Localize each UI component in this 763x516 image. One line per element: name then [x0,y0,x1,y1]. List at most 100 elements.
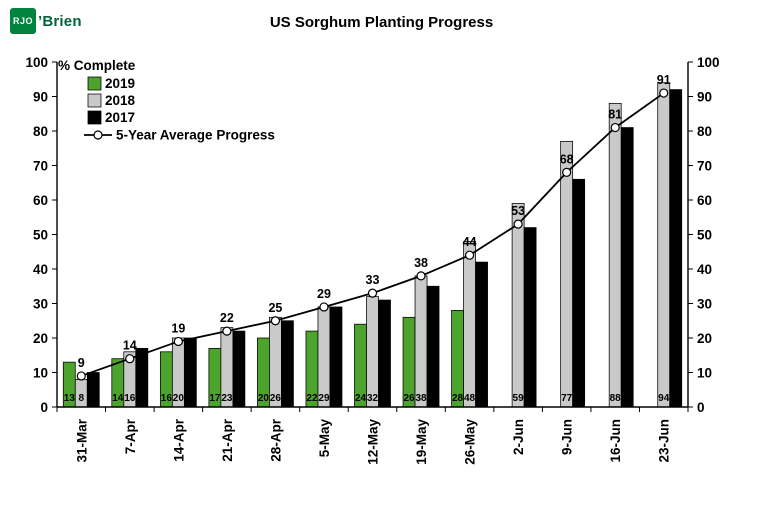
bar-value-label-2019: 26 [403,393,415,404]
avg-value-label: 29 [317,287,331,301]
y-axis-label-left: 0 [40,400,48,415]
legend-label-avg: 5-Year Average Progress [116,128,275,143]
bar-2018-19-May [414,275,428,408]
rjobrien-logo-icon: RJO [10,8,36,34]
bar-2017-28-Apr [281,320,294,408]
y-axis-label-left: 100 [25,55,48,70]
legend-label-2018: 2018 [105,93,136,108]
rjobrien-logo-text: ’Brien [38,12,82,30]
x-axis-label-31-Mar: 31-Mar [74,418,89,462]
x-axis-label-26-May: 26-May [463,419,478,465]
bar-2018-23-Jun [657,82,671,408]
bar-2018-26-May [463,241,476,408]
y-axis-label-left: 30 [33,297,48,312]
bar-2017-19-May [426,285,440,408]
x-axis-label-5-May: 5-May [317,419,332,458]
avg-value-label: 33 [366,273,380,287]
y-axis-label-right: 70 [697,159,712,174]
avg-value-label: 91 [657,73,671,87]
avg-marker-26-May [464,250,475,260]
y-axis-label-left: 90 [33,90,48,105]
y-axis-label-right: 60 [697,193,712,208]
bar-2017-7-Apr [135,347,149,408]
x-axis-label-2-Jun: 2-Jun [511,419,526,455]
x-axis-label-23-Jun: 23-Jun [657,419,672,463]
avg-marker-2-Jun [513,219,523,229]
bar-value-label-2018: 32 [367,393,379,404]
y-axis-label-right: 0 [697,400,705,415]
avg-value-label: 53 [511,204,525,218]
y-axis-label-right: 90 [697,90,712,105]
y-axis-label-left: 80 [33,124,48,139]
chart-title: US Sorghum Planting Progress [269,14,494,31]
bar-value-label-2018: 94 [658,393,670,404]
bar-2018-12-May [366,296,379,408]
bar-value-label-2018: 88 [610,393,622,404]
x-axis-label-16-Jun: 16-Jun [608,419,623,463]
bar-value-label-2018: 38 [415,393,427,404]
avg-value-label: 81 [608,108,622,122]
avg-marker-7-Apr [125,354,135,364]
bar-value-label-2018: 8 [78,393,84,404]
bar-value-label-2018: 29 [318,393,330,404]
avg-value-label: 44 [463,235,477,249]
x-axis-label-28-Apr: 28-Apr [268,418,283,462]
y-axis-label-right: 30 [697,297,712,312]
avg-value-label: 19 [171,321,185,335]
bar-2017-12-May [378,299,391,408]
avg-marker-5-May [319,302,329,312]
y-axis-label-left: 60 [33,193,48,208]
bar-2018-2-Jun [511,203,525,408]
y-axis-label-left: 40 [33,262,48,277]
y-axis-label-left: 50 [33,228,48,243]
x-axis-label-14-Apr: 14-Apr [171,418,186,462]
avg-marker-14-Apr [173,336,183,347]
avg-marker-31-Mar [76,371,86,381]
bar-value-label-2018: 48 [464,393,476,404]
avg-value-label: 68 [560,152,574,166]
avg-value-label: 9 [78,356,85,370]
legend-swatch-2018 [87,93,102,108]
avg-marker-23-Jun [659,88,669,98]
legend-swatch-2017 [87,110,102,125]
avg-value-label: 14 [123,339,137,353]
bar-value-label-2018: 16 [124,393,136,404]
avg-marker-16-Jun [610,122,620,133]
y-axis-label-right: 100 [697,55,720,70]
y-axis-label-right: 10 [697,366,712,381]
legend-label-2017: 2017 [105,110,135,125]
bar-2018-9-Jun [560,140,574,408]
bar-value-label-2018: 77 [561,393,573,404]
bar-2018-16-Jun [608,103,622,408]
bar-value-label-2018: 20 [173,393,185,404]
bar-value-label-2019: 24 [355,393,367,404]
y-axis-label-right: 50 [697,228,712,243]
y-axis-label-left: 70 [33,159,48,174]
bar-2018-5-May [317,306,331,408]
y-axis-label-left: 10 [33,366,48,381]
y-axis-label-right: 20 [697,331,712,346]
bar-2017-16-Jun [620,127,634,408]
bar-2017-21-Apr [232,330,246,408]
rjobrien-logo: RJO ’Brien [10,8,82,34]
bar-value-label-2019: 17 [209,393,221,404]
legend-swatch-2019 [87,76,102,91]
bar-2017-26-May [475,261,488,408]
bar-value-label-2019: 16 [161,393,173,404]
bar-value-label-2019: 14 [112,393,124,404]
bar-value-label-2018: 59 [513,393,525,404]
bar-value-label-2019: 13 [64,393,76,404]
x-axis-label-7-Apr: 7-Apr [123,418,138,454]
bar-value-label-2019: 20 [258,393,270,404]
avg-marker-28-Apr [270,316,281,326]
avg-value-label: 38 [414,256,428,270]
x-axis-label-21-Apr: 21-Apr [220,418,235,462]
x-axis-label-9-Jun: 9-Jun [560,419,575,455]
legend-label-2019: 2019 [105,76,135,91]
y-axis-label-right: 40 [697,262,712,277]
bar-2017-31-Mar [86,372,100,408]
avg-marker-19-May [416,271,426,281]
avg-value-label: 25 [268,301,282,315]
